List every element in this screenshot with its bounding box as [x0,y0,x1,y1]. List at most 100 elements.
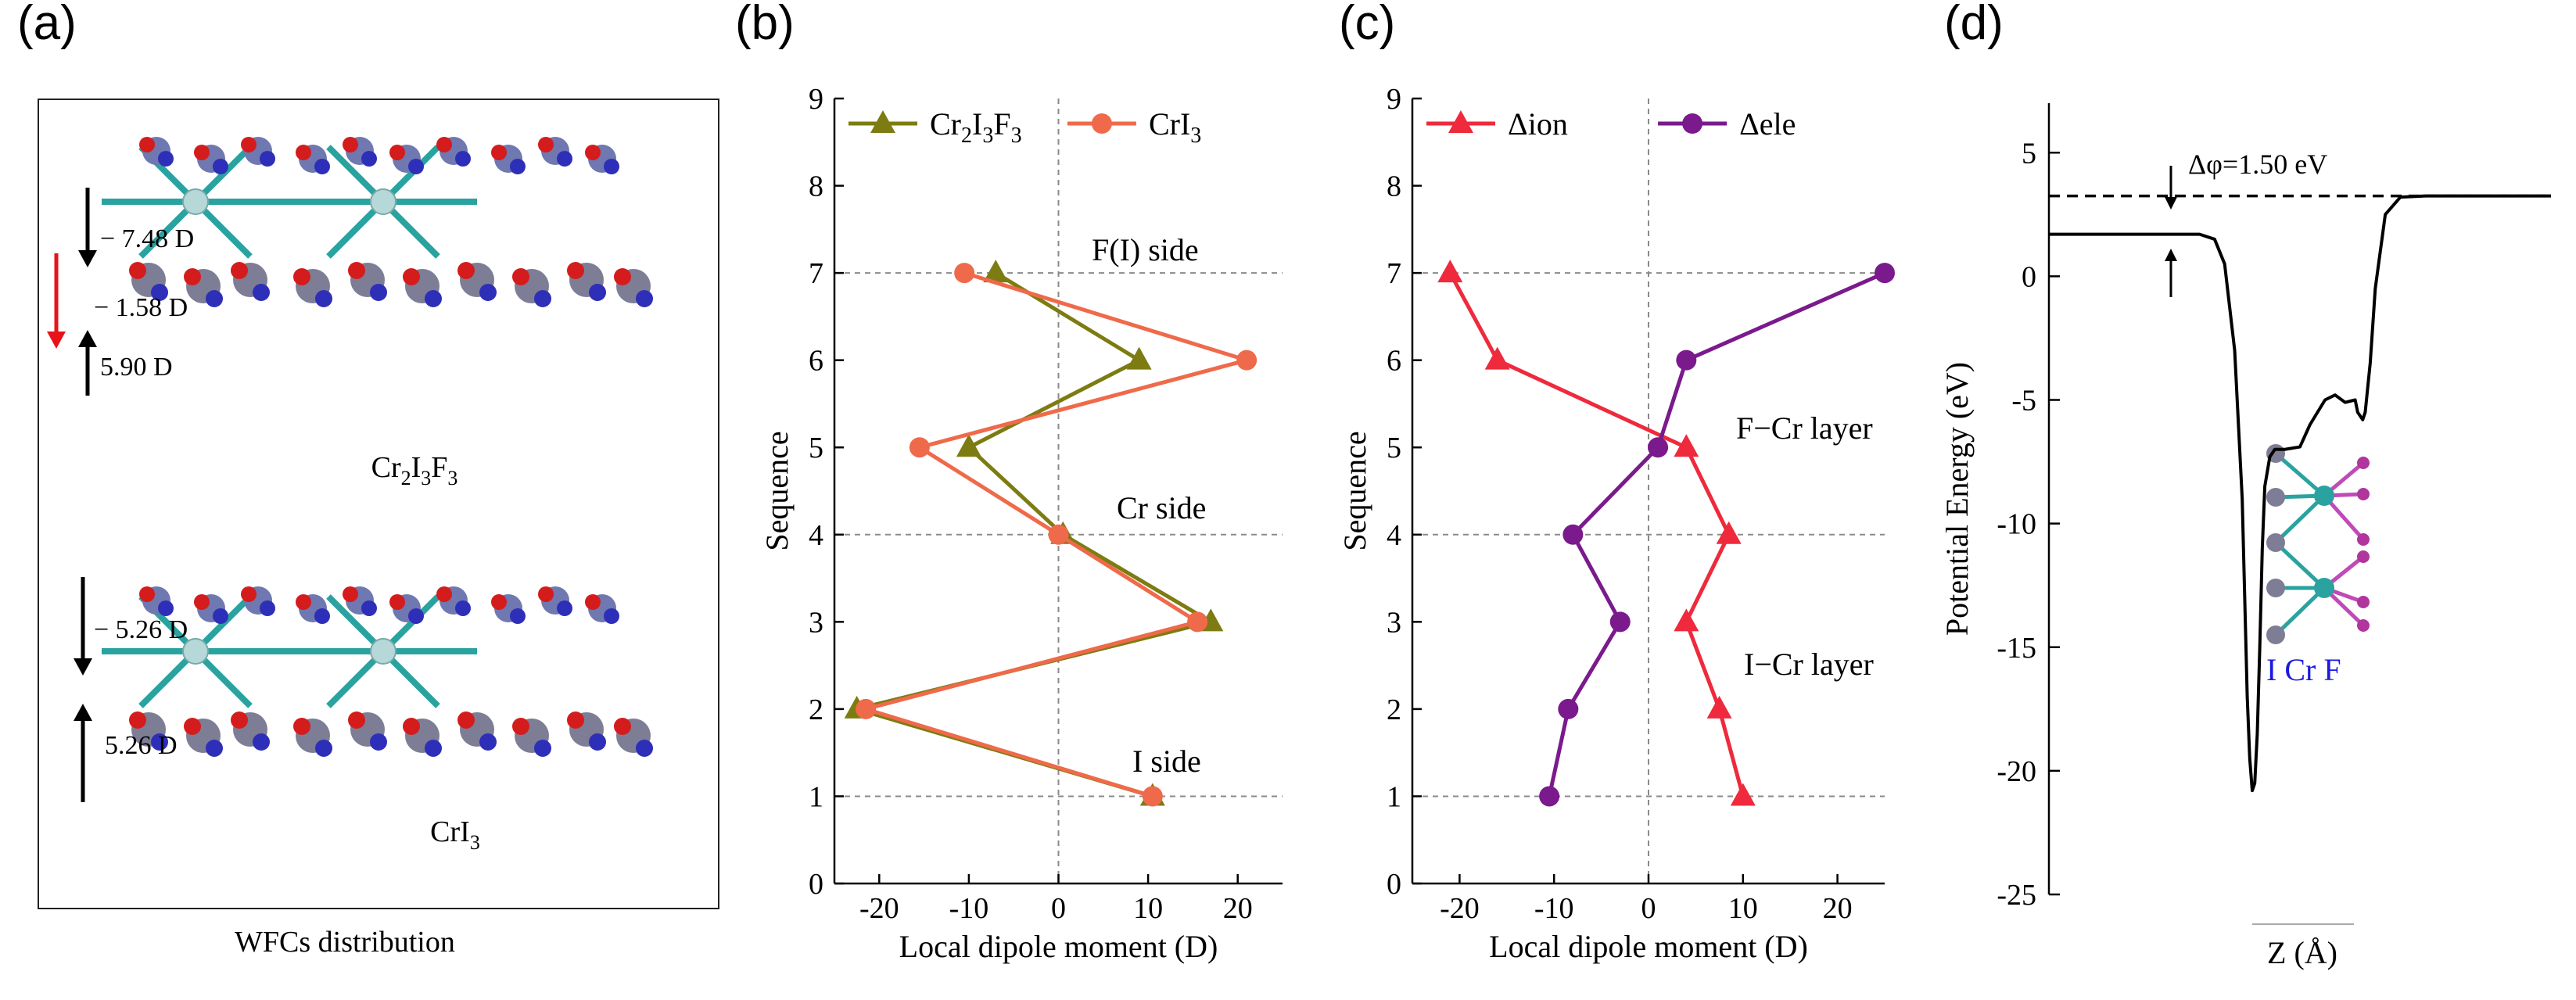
panel-b-label: (b) [735,0,795,50]
y-tick-label: 9 [809,83,823,116]
x-tick-label: 20 [1223,892,1253,925]
structure-name-cr2i3f3: Cr2I3F3 [371,451,458,489]
y-axis-label: Potential Energy (eV) [1939,362,1975,636]
y-tick-label: 7 [809,257,823,290]
arrow-up-icon [74,704,92,721]
y-tick-label: 8 [1387,170,1401,203]
y-tick-label: 5 [2022,137,2036,170]
y-tick-label: 4 [1387,519,1401,552]
arrow-down-icon [2165,197,2177,210]
legend-marker [1091,113,1112,134]
potential-curve [2049,194,2551,793]
y-tick-label: 3 [1387,606,1401,639]
data-point [983,260,1009,283]
data-point [1875,263,1895,284]
x-tick-label: -20 [1440,892,1480,925]
panel-a-caption: WFCs distribution [235,926,455,959]
dipole-label: 5.26 D [105,731,178,760]
dipole-label: 5.90 D [100,353,173,382]
data-point [956,434,981,457]
data-point [1706,695,1732,719]
series-line [1547,271,1886,797]
y-tick-label: 7 [1387,257,1401,290]
y-tick-label: 0 [809,868,823,901]
x-tick-label: 20 [1823,892,1853,925]
data-point [856,698,877,719]
series-2 [856,263,1258,807]
arrow-down-icon [78,250,97,267]
series-line [858,271,1254,798]
y-tick-label: 8 [809,170,823,203]
y-axis-label: Sequence [759,431,795,550]
y-tick-label: 1 [809,780,823,813]
data-point [1139,783,1165,806]
y-axis-label: Sequence [1337,431,1372,550]
panel-a-label: (a) [17,0,77,50]
y-tick-label: 4 [809,519,823,552]
y-tick-label: 2 [1387,694,1401,726]
x-tick-label: 10 [1728,892,1758,925]
y-tick-label: 1 [1387,780,1401,813]
data-point [909,437,930,458]
inset-molecule [2266,444,2370,644]
series-2 [1539,263,1895,807]
cri3-structure [102,586,653,757]
data-point [1716,521,1742,544]
panel-d-label: (d) [1944,0,2004,50]
structure-name-cri3: CrI3 [430,815,480,854]
y-tick-label: -20 [1997,755,2036,788]
data-point [1437,260,1463,283]
x-tick-label: -10 [949,892,989,925]
y-tick-label: 0 [1387,868,1401,901]
x-axis-label: Local dipole moment (D) [1489,929,1808,964]
y-tick-label: 6 [809,345,823,378]
arrow-up-icon [78,330,97,347]
y-tick-label: -10 [1997,508,2036,541]
x-tick-label: 0 [1051,892,1066,925]
data-point [1539,786,1560,807]
data-point [1609,611,1631,633]
annotation-i-side: I side [1132,744,1201,779]
annotation-f-cr-layer: F−Cr layer [1736,410,1873,446]
y-tick-label: 6 [1387,345,1401,378]
data-point [1484,346,1510,370]
data-point [1142,786,1163,807]
panel-c-label: (c) [1339,0,1396,50]
data-point [1187,611,1208,633]
data-point [844,695,870,719]
annotation-cr-side: Cr side [1117,490,1207,525]
y-tick-label: -25 [1997,879,2036,912]
inset-atom-labels: I Cr F [2266,652,2341,687]
x-tick-label: 10 [1133,892,1163,925]
data-point [1198,608,1224,632]
data-point [1562,524,1584,545]
x-axis-label: Local dipole moment (D) [899,929,1218,964]
legend-label: Δion [1508,106,1568,142]
legend: Cr2I3F3 CrI3 [849,106,1201,148]
x-tick-label: -20 [859,892,899,925]
legend-marker [1682,113,1703,134]
work-function-annotation: Δφ=1.50 eV [2188,149,2327,180]
legend: Δion Δele [1426,106,1796,142]
panel-a-frame: − 7.48 D − 1.58 D 5.90 D − 5.26 D 5.26 D… [38,99,719,909]
y-tick-label: 3 [809,606,823,639]
x-tick-label: -10 [1534,892,1574,925]
data-point [1676,349,1697,371]
data-point [1236,349,1258,371]
arrow-up-icon [2165,249,2177,261]
annotation-f-side: F(I) side [1092,232,1199,267]
y-tick-label: -15 [1997,632,2036,665]
legend-label: Δele [1739,106,1796,142]
legend-label: CrI3 [1149,106,1201,148]
data-point [1126,346,1152,370]
legend-marker [870,110,895,133]
x-axis-label: Z (Å) [2267,935,2337,970]
series-1 [844,260,1224,806]
data-point [1050,521,1076,544]
legend-label: Cr2I3F3 [930,106,1022,148]
y-tick-label: 2 [809,694,823,726]
data-point [1648,437,1669,458]
x-tick-label: 0 [1641,892,1656,925]
structure-illustrations: − 7.48 D − 1.58 D 5.90 D − 5.26 D 5.26 D… [47,137,653,854]
annotation-i-cr-layer: I−Cr layer [1744,647,1874,682]
